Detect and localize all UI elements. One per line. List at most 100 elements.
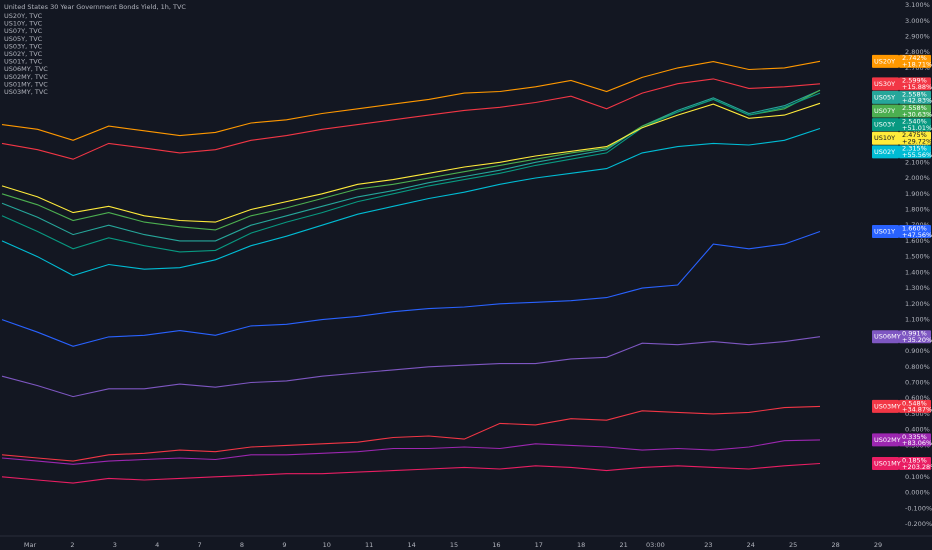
- price-label-name: US10Y: [874, 134, 895, 142]
- price-label-name-box: [872, 90, 899, 104]
- price-label-name-box: [872, 225, 899, 239]
- series-line: [1, 462, 821, 484]
- price-label-price: 0.335%: [902, 433, 927, 441]
- x-tick-label: 17: [535, 541, 543, 549]
- price-label-value-box: [899, 456, 931, 470]
- x-tick-label: 7: [198, 541, 202, 549]
- price-label-name-box: [872, 399, 899, 413]
- y-tick-label: 1.800%: [905, 205, 930, 213]
- y-tick-label: -0.200%: [905, 520, 932, 528]
- x-tick-label: 3: [113, 541, 117, 549]
- y-tick-label: 0.700%: [905, 378, 930, 386]
- price-label-change: +83.06%: [902, 439, 932, 447]
- price-label-name: US05Y: [874, 93, 895, 101]
- x-tick-label: 18: [577, 541, 585, 549]
- price-label-name-box: [872, 104, 899, 118]
- y-tick-label: 3.100%: [905, 1, 930, 9]
- series-line: [1, 60, 821, 141]
- price-label-price: 2.558%: [902, 90, 927, 98]
- legend-entry: US01Y, TVC: [4, 58, 43, 66]
- legend-entry: US03MY, TVC: [4, 88, 48, 96]
- x-tick-label: 10: [323, 541, 331, 549]
- price-label-price: 2.540%: [902, 118, 927, 126]
- price-label-value-box: [899, 90, 931, 104]
- price-label-name-box: [872, 118, 899, 132]
- series-line: [1, 78, 821, 160]
- y-tick-label: 1.900%: [905, 190, 930, 198]
- price-label-change: +30.63%: [902, 110, 932, 118]
- series-line: [1, 102, 821, 223]
- price-label-price: 0.548%: [902, 399, 927, 407]
- price-label-name: US03Y: [874, 121, 895, 129]
- price-label-name-box: [872, 54, 899, 68]
- x-tick-label: 4: [155, 541, 159, 549]
- price-label-change: +35.20%: [902, 336, 932, 344]
- series-line: [1, 439, 821, 465]
- x-tick-label: 11: [365, 541, 373, 549]
- price-label-value-box: [899, 145, 931, 159]
- price-label-price: 0.185%: [902, 456, 927, 464]
- price-label-name: US03MY: [874, 402, 901, 410]
- price-label-name-box: [872, 433, 899, 447]
- x-tick-label: 16: [492, 541, 500, 549]
- price-label-name: US20Y: [874, 57, 895, 65]
- price-label-value-box: [899, 118, 931, 132]
- price-label-change: +29.72%: [902, 138, 932, 146]
- x-tick-label: 28: [831, 541, 839, 549]
- x-tick-label: 23: [704, 541, 712, 549]
- legend-entry: US06MY, TVC: [4, 65, 48, 73]
- price-label-change: +55.56%: [902, 151, 932, 159]
- price-label-name-box: [872, 330, 899, 344]
- price-label-value-box: [899, 399, 931, 413]
- y-tick-label: 0.100%: [905, 473, 930, 481]
- price-label-change: +42.83%: [902, 97, 932, 105]
- y-tick-label: 1.600%: [905, 237, 930, 245]
- x-tick-label: 15: [450, 541, 458, 549]
- x-tick-label: 14: [407, 541, 415, 549]
- price-label-price: 2.558%: [902, 104, 927, 112]
- series-line: [1, 405, 821, 462]
- price-label-price: 2.315%: [902, 145, 927, 153]
- legend-entry: US10Y, TVC: [4, 20, 43, 28]
- price-label-price: 2.599%: [902, 77, 927, 85]
- price-label-change: +34.87%: [902, 406, 932, 414]
- price-label-name: US02MY: [874, 436, 901, 444]
- price-label-change: +203.28%: [902, 463, 932, 471]
- y-tick-label: 3.000%: [905, 17, 930, 25]
- y-tick-label: 2.900%: [905, 32, 930, 40]
- price-label-name-box: [872, 77, 899, 91]
- legend-entry: US20Y, TVC: [4, 12, 43, 20]
- price-label-name: US07Y: [874, 107, 895, 115]
- price-label-name: US01Y: [874, 228, 895, 236]
- y-tick-label: 1.400%: [905, 268, 930, 276]
- price-label-value-box: [899, 330, 931, 344]
- price-label-value-box: [899, 104, 931, 118]
- x-tick-label: 25: [789, 541, 797, 549]
- price-label-price: 1.660%: [902, 224, 927, 232]
- price-label-price: 2.475%: [902, 131, 927, 139]
- price-label-value-box: [899, 433, 931, 447]
- series-line: [1, 336, 821, 398]
- series-line: [1, 127, 821, 277]
- price-label-name-box: [872, 131, 899, 145]
- x-tick-label: 2: [70, 541, 74, 549]
- x-tick-label: 03:00: [646, 541, 665, 549]
- y-tick-label: 1.200%: [905, 300, 930, 308]
- price-label-price: 2.742%: [902, 54, 927, 62]
- y-tick-label: 1.100%: [905, 316, 930, 324]
- legend-entry: US01MY, TVC: [4, 80, 48, 88]
- x-tick-label: 9: [282, 541, 286, 549]
- legend-entry: US07Y, TVC: [4, 27, 43, 35]
- x-tick-label: 21: [619, 541, 627, 549]
- price-label-name: US01MY: [874, 459, 901, 467]
- y-tick-label: 2.800%: [905, 48, 930, 56]
- y-tick-label: 2.700%: [905, 64, 930, 72]
- x-tick-label: 8: [240, 541, 244, 549]
- legend-entry: US02MY, TVC: [4, 73, 48, 81]
- y-tick-label: 0.900%: [905, 347, 930, 355]
- y-tick-label: 0.500%: [905, 410, 930, 418]
- legend-entry: US05Y, TVC: [4, 35, 43, 43]
- price-label-change: +18.71%: [902, 61, 932, 69]
- y-tick-label: 0.000%: [905, 489, 930, 497]
